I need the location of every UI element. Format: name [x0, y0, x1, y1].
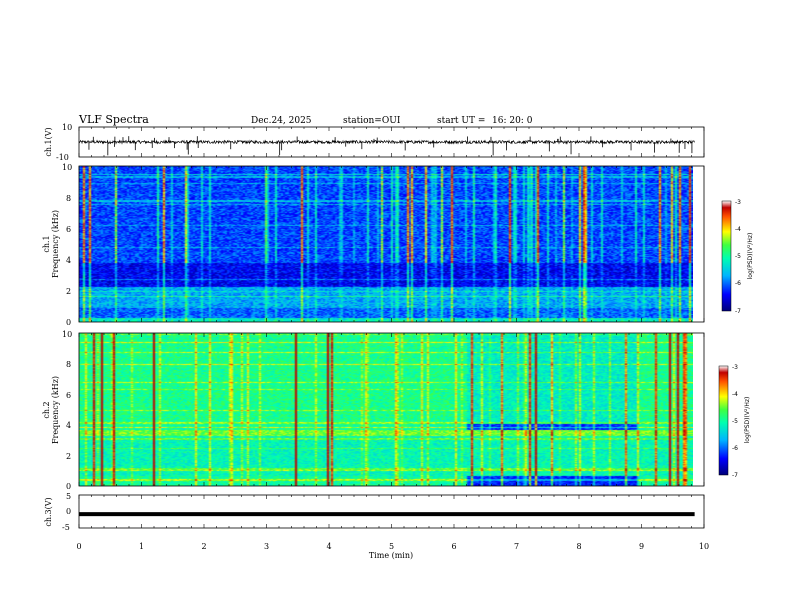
- spec2-ytick-8: 8: [66, 360, 71, 369]
- x-tick-label: 7: [514, 542, 519, 551]
- ch1-ytick-bottom: -10: [56, 153, 69, 162]
- x-axis: 0 1 2 3 4 5 6 7 8 9 10: [76, 127, 709, 551]
- spec1-ytick-8: 8: [66, 194, 71, 203]
- x-tick-label: 5: [389, 542, 394, 551]
- cb2-tick-6: -6: [732, 445, 738, 452]
- spec1-ytick-4: 4: [66, 256, 71, 265]
- colorbar-2: -3 -4 -5 -6 -7 log(PSD)(V²/Hz): [718, 364, 751, 479]
- cb2-label: log(PSD)(V²/Hz): [744, 397, 751, 444]
- start-ut-time: 16: 20: 0: [492, 116, 533, 126]
- x-tick-label: 9: [639, 542, 644, 551]
- figure-title: VLF Spectra: [78, 113, 149, 126]
- ch3-ytick-top: 5: [66, 492, 71, 501]
- cb2-tick-4: -4: [732, 391, 738, 398]
- colorbar-1-gradient: [721, 200, 732, 312]
- ch1-trace: [78, 139, 695, 145]
- cb1-tick-6: -6: [735, 280, 741, 287]
- station-label: station=OUI: [343, 116, 401, 126]
- spec1-ytick-2: 2: [66, 287, 71, 296]
- spec2-heatmap: [79, 333, 693, 486]
- cb2-tick-3: -3: [732, 364, 738, 371]
- cb1-label: log(PSD)(V²/Hz): [747, 233, 754, 280]
- x-axis-label: Time (min): [369, 551, 413, 560]
- spec1-heatmap: [79, 166, 693, 322]
- cb1-tick-5: -5: [735, 253, 741, 260]
- cb1-tick-7: -7: [735, 308, 741, 315]
- spec1-ytick-6: 6: [66, 225, 71, 234]
- spec1-ytick-10: 10: [62, 163, 72, 172]
- spec1-ylabel-channel: ch.1: [42, 235, 51, 252]
- spec2-ytick-2: 2: [66, 452, 71, 461]
- spec2-ytick-0: 0: [66, 482, 71, 491]
- x-tick-label: 3: [264, 542, 269, 551]
- cb1-tick-3: -3: [735, 199, 741, 206]
- x-tick-label: 10: [699, 542, 709, 551]
- spec1-ylabel: Frequency (kHz): [51, 210, 60, 278]
- x-tick-label: 4: [326, 542, 331, 551]
- start-ut-label: start UT =: [437, 116, 485, 126]
- spec2-ytick-4: 4: [66, 421, 71, 430]
- colorbar-2-gradient: [718, 365, 729, 476]
- ch1-ylabel: ch.1(V): [44, 127, 53, 156]
- cb2-tick-7: -7: [732, 472, 738, 479]
- spec1-ytick-0: 0: [66, 318, 71, 327]
- ch3-ylabel: ch.3(V): [44, 497, 53, 526]
- x-tick-label: 2: [201, 542, 206, 551]
- ch3-frame: [78, 494, 705, 529]
- spec1-panel: 0 2 4 6 8 10 ch.1 Frequency (kHz): [42, 163, 705, 327]
- ch3-ytick-mid: 0: [66, 507, 71, 516]
- x-tick-label: 1: [139, 542, 144, 551]
- colorbar-1: -3 -4 -5 -6 -7 log(PSD)(V²/Hz): [721, 199, 754, 315]
- ch3-trace: [79, 512, 695, 517]
- ch1-spikes: [88, 136, 693, 156]
- x-tick-label: 6: [451, 542, 456, 551]
- x-tick-label: 0: [76, 542, 81, 551]
- x-tick-label: 8: [576, 542, 581, 551]
- cb1-tick-4: -4: [735, 226, 741, 233]
- date-label: Dec.24, 2025: [251, 116, 312, 126]
- spec2-ylabel: Frequency (kHz): [51, 376, 60, 444]
- ch1-ytick-top: 10: [62, 123, 72, 132]
- ch3-panel: 5 0 -5 ch.3(V): [44, 492, 705, 532]
- spec2-ytick-10: 10: [62, 330, 72, 339]
- spec2-ylabel-channel: ch.2: [42, 401, 51, 418]
- ch1-panel: 10 -10 ch.1(V): [44, 123, 705, 162]
- ch3-ytick-bottom: -5: [62, 523, 70, 532]
- cb2-tick-5: -5: [732, 418, 738, 425]
- spec2-ytick-6: 6: [66, 391, 71, 400]
- spec2-panel: 0 2 4 6 8 10 ch.2 Frequency (kHz): [42, 330, 705, 491]
